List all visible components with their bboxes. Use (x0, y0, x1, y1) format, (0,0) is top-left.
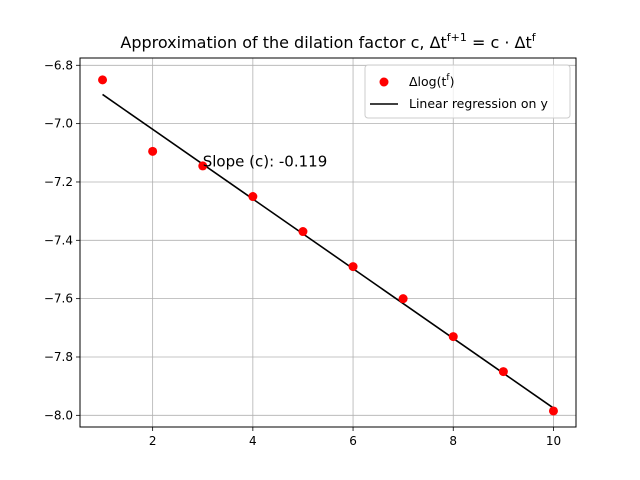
slope-annotation: Slope (c): -0.119 (203, 152, 328, 170)
legend-scatter-prefix: Δlog(t (409, 74, 446, 89)
x-tick-label: 4 (249, 434, 257, 448)
regression-line (102, 93, 554, 409)
x-tick-label: 10 (546, 434, 561, 448)
title-superscript-1: f+1 (447, 31, 467, 44)
title-superscript-2: f (532, 31, 537, 44)
legend-label-regression: Linear regression on y (409, 96, 548, 111)
y-tick-label: −7.8 (44, 350, 73, 364)
scatter-point (398, 294, 408, 304)
plot-frame (79, 57, 577, 428)
grid (80, 58, 576, 427)
legend-scatter-superscript: f (446, 73, 450, 83)
axis-ticks: 2 4 6 8 10 −6.8 −7.0 −7.2 −7.4 −7.6 −7.8 −8.0 (44, 58, 561, 448)
scatter-point (498, 367, 508, 377)
y-tick-label: −7.6 (44, 292, 73, 306)
x-tick-label: 2 (149, 434, 157, 448)
regression-line-layer (102, 93, 554, 409)
legend-label-scatter: Δlog(tf) (409, 73, 454, 89)
x-tick-label: 8 (449, 434, 457, 448)
legend-marker-scatter (379, 77, 389, 87)
y-tick-label: −7.4 (44, 233, 73, 247)
scatter-point (448, 332, 458, 342)
scatter-point (98, 75, 108, 85)
legend-scatter-suffix: ) (450, 74, 455, 89)
y-tick-label: −6.8 (44, 58, 73, 72)
scatter-point (298, 227, 308, 237)
scatter-point (548, 406, 558, 416)
scatter-point (198, 161, 208, 171)
scatter-point (348, 262, 358, 272)
chart-title: Approximation of the dilation factor c, … (120, 31, 536, 52)
legend-box (364, 64, 571, 119)
y-tick-label: −7.2 (44, 175, 73, 189)
scatter-points-layer (98, 75, 558, 416)
title-prefix: Approximation of the dilation factor c, … (120, 33, 446, 52)
y-tick-label: −8.0 (44, 408, 73, 422)
x-tick-label: 6 (349, 434, 357, 448)
title-middle: = c · Δt (467, 33, 532, 52)
scatter-point (148, 146, 158, 156)
scatter-point (248, 192, 258, 202)
y-tick-label: −7.0 (44, 117, 73, 131)
legend: Δlog(tf) Linear regression on y (364, 64, 571, 119)
